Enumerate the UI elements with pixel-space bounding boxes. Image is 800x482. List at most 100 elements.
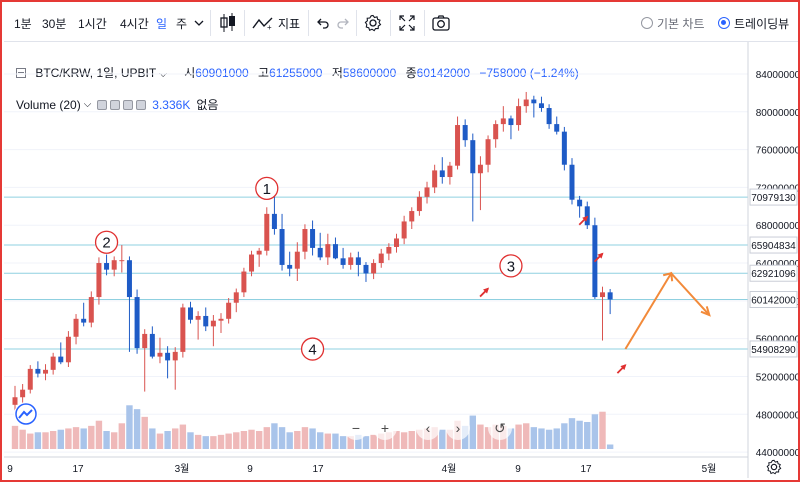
candle-body xyxy=(462,125,468,141)
volume-bar xyxy=(72,427,80,449)
candle xyxy=(43,364,49,381)
time-tick-label: 9 xyxy=(7,464,13,475)
candle-body xyxy=(348,257,354,265)
indicators-label: 지표 xyxy=(278,16,301,31)
more-icon[interactable] xyxy=(136,99,147,110)
price-axis-bg xyxy=(748,42,798,478)
price-tick-label: 64000000 xyxy=(756,259,798,270)
interval-30m[interactable]: 30분 xyxy=(42,16,67,31)
interval-1h[interactable]: 1시간 xyxy=(78,16,107,31)
collapse-icon[interactable] xyxy=(16,68,26,78)
candle-body xyxy=(546,108,552,125)
candle xyxy=(88,291,94,328)
candle-body xyxy=(516,106,522,126)
candles-icon[interactable] xyxy=(218,4,238,42)
volume-bar xyxy=(133,409,141,449)
candle-body xyxy=(264,213,270,251)
annotation-label: 1 xyxy=(263,181,271,198)
volume-bar xyxy=(149,428,156,449)
volume-bar xyxy=(95,420,103,449)
candle-body xyxy=(58,356,64,363)
redo-icon[interactable] xyxy=(336,4,350,42)
volume-bar xyxy=(210,436,217,449)
chevron-down-icon[interactable]: ⌵ xyxy=(159,69,167,80)
candle xyxy=(149,326,155,359)
low-value: 58600000 xyxy=(342,66,397,80)
mode-tradingview[interactable]: 트레이딩뷰 xyxy=(718,4,789,42)
price-label-bg xyxy=(749,264,798,282)
candle xyxy=(294,242,300,281)
volume-legend: Volume (20) ⌵ 3.336K 없음 xyxy=(16,96,218,113)
volume-bar xyxy=(141,416,148,449)
volume-bar xyxy=(19,429,26,449)
arrow-shaft xyxy=(578,216,588,226)
scroll-left-icon[interactable]: ‹ xyxy=(416,416,440,440)
undo-icon[interactable] xyxy=(316,4,330,42)
settings-icon[interactable] xyxy=(764,457,784,477)
candle-body xyxy=(416,196,422,212)
candle-body xyxy=(81,318,87,323)
candle-body xyxy=(561,131,567,165)
interval-1w[interactable]: 주 xyxy=(176,16,188,31)
settings-icon[interactable] xyxy=(364,4,382,42)
reset-icon[interactable]: ↺ xyxy=(488,416,512,440)
candle xyxy=(172,347,178,390)
candle-body xyxy=(500,118,506,125)
interval-1m[interactable]: 1분 xyxy=(14,16,32,31)
chevron-down-icon[interactable]: ⌵ xyxy=(83,99,92,110)
volume-bar xyxy=(187,432,194,449)
candle xyxy=(600,286,606,341)
candle-body xyxy=(241,271,247,293)
candle-body xyxy=(538,103,544,109)
interval-1d[interactable]: 일 xyxy=(156,16,168,31)
candle-body xyxy=(386,246,392,254)
symbol-label[interactable]: BTC/KRW, 1일, UPBIT xyxy=(35,66,156,80)
scroll-right-icon[interactable]: › xyxy=(446,416,470,440)
annotation-label: 2 xyxy=(102,235,110,252)
volume-bar xyxy=(538,428,545,449)
close-icon[interactable] xyxy=(123,99,134,110)
candle-body xyxy=(88,297,94,323)
annotation-marker: 4 xyxy=(300,337,325,361)
zoom-in-icon[interactable]: + xyxy=(373,416,397,440)
volume-title[interactable]: Volume (20) xyxy=(16,97,81,112)
candle xyxy=(500,106,506,132)
volume-bar xyxy=(332,433,339,449)
candle-body xyxy=(355,257,361,265)
mode-basic-chart[interactable]: 기본 차트 xyxy=(641,4,705,42)
volume-bar xyxy=(11,425,19,449)
candle xyxy=(65,331,71,368)
candle-body xyxy=(172,351,178,361)
symbol-legend: BTC/KRW, 1일, UPBIT ⌵ 시60901000 고61255000… xyxy=(16,64,579,81)
volume-bar xyxy=(217,434,225,449)
camera-icon[interactable] xyxy=(432,4,450,42)
settings-icon[interactable] xyxy=(110,99,121,110)
candle xyxy=(416,191,422,216)
candle-body xyxy=(73,318,79,337)
volume-bar xyxy=(225,433,232,449)
interval-4h[interactable]: 4시간 xyxy=(120,16,149,31)
candle-body xyxy=(180,307,186,352)
annotation-marker: 1 xyxy=(255,176,279,201)
candle xyxy=(134,289,140,354)
tradingview-logo-icon[interactable] xyxy=(14,402,38,426)
zoom-out-icon[interactable]: − xyxy=(344,416,368,440)
candle-body xyxy=(65,336,71,363)
eye-icon[interactable] xyxy=(97,99,108,110)
chevron-down-icon[interactable] xyxy=(194,4,204,42)
candle xyxy=(424,181,430,204)
arrow-shaft xyxy=(616,364,627,374)
candle-body xyxy=(310,229,316,248)
annotation-circle xyxy=(255,176,279,201)
volume-bar xyxy=(88,425,95,449)
mode-tradingview-label: 트레이딩뷰 xyxy=(734,16,790,31)
price-tick-label: 52000000 xyxy=(756,372,798,383)
volume-bar xyxy=(194,434,202,449)
forecast-arrowhead xyxy=(662,271,674,282)
volume-bar xyxy=(591,414,599,449)
candle-body xyxy=(424,187,430,197)
candle xyxy=(210,315,216,347)
indicators-button[interactable]: + 지표 xyxy=(252,4,300,42)
fullscreen-icon[interactable] xyxy=(398,4,416,42)
volume-bar xyxy=(576,420,583,449)
